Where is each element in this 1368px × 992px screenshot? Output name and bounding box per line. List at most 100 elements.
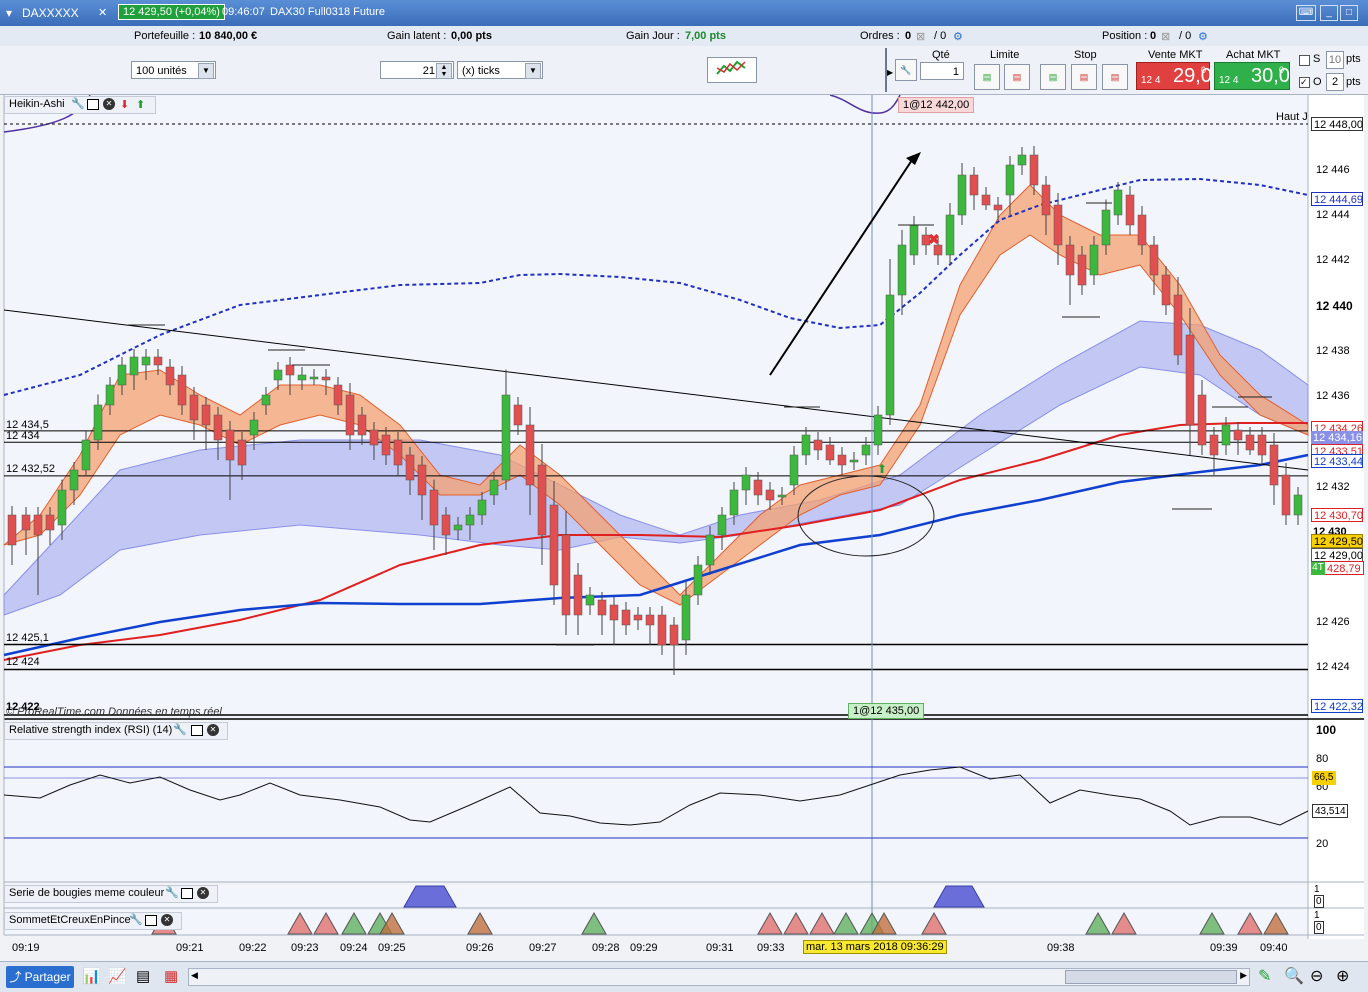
candle-body	[825, 444, 835, 461]
qty-input[interactable]: 1	[920, 62, 964, 80]
collapse-arrow-icon[interactable]: ▶	[887, 68, 894, 77]
zoom-fit-icon[interactable]: 🔍	[1284, 968, 1304, 985]
chevron-down-icon[interactable]: ▼	[198, 63, 214, 79]
instrument-name[interactable]: DAXXXXX	[22, 6, 79, 20]
time-label: 09:29	[630, 942, 658, 954]
maximize-icon[interactable]: □	[1340, 5, 1358, 21]
candle-body	[33, 514, 43, 536]
s-pts-unit: pts	[1346, 53, 1361, 65]
ind2-signal	[783, 911, 809, 935]
limit-buy-button[interactable]: ▤	[974, 64, 1000, 90]
ind2-signal	[379, 911, 405, 935]
candle-body	[1053, 204, 1063, 246]
list-icon[interactable]: ▤	[136, 968, 151, 985]
candle-body	[789, 454, 799, 486]
wrench-icon[interactable]: 🔧	[895, 59, 917, 81]
orders-settings-icon[interactable]: ⚙	[953, 31, 963, 43]
share-button[interactable]: ⤴ Partager	[6, 966, 74, 988]
window-title-bar: ▾ DAXXXXX ✕ 12 429,50 (+0,04%) 09:46:07 …	[0, 0, 1368, 26]
window-icon[interactable]	[191, 725, 203, 736]
buy-arrow-icon[interactable]: ⬆	[136, 99, 146, 111]
candle-body	[573, 574, 583, 616]
keyboard-icon[interactable]: ⌨	[1296, 5, 1316, 21]
rsi-tick: 80	[1316, 753, 1329, 765]
ind2-signal	[341, 911, 367, 935]
price-tag-dotted: 12 444,69	[1311, 192, 1363, 206]
scrollbar-thumb[interactable]	[1065, 970, 1237, 984]
limit-label: Limite	[990, 49, 1020, 61]
order-tag-bottom[interactable]: 1@12 435,00	[848, 703, 925, 719]
units-select[interactable]: 100 unités ▼	[131, 61, 216, 79]
candle-body	[261, 394, 271, 406]
price-tick: 12 442	[1316, 254, 1350, 266]
close-tab-icon[interactable]: ✕	[98, 7, 108, 19]
level-label: 12 425,1	[6, 632, 49, 644]
limit-sell-button[interactable]: ▤	[1004, 64, 1030, 90]
candle-body	[117, 364, 127, 386]
buy-market-button[interactable]: 12 4 30,0 0	[1214, 62, 1290, 90]
zoom-in-icon[interactable]: ⊕	[1336, 968, 1350, 985]
wrench-icon[interactable]: 🔧	[71, 98, 85, 110]
cross-marker: ✖	[928, 231, 940, 247]
sell-arrow-icon[interactable]: ⬇	[120, 99, 130, 111]
menu-chevron-icon[interactable]: ▾	[6, 6, 13, 20]
scroll-left-icon[interactable]: ◀	[191, 970, 198, 980]
wrench-icon[interactable]: 🔧	[173, 724, 187, 736]
chevron-down-icon[interactable]: ▼	[525, 63, 541, 79]
ind2-background	[4, 910, 1308, 934]
order-tag-top[interactable]: 1@12 442,00	[898, 97, 975, 113]
level-label: 12 424	[6, 656, 40, 668]
candle-body	[357, 414, 367, 436]
minimize-icon[interactable]: _	[1320, 5, 1338, 21]
orders-cancel-icon[interactable]: ⊠	[916, 31, 926, 43]
window-icon[interactable]	[87, 99, 99, 110]
ticks-stepper[interactable]: 21 ▲ ▼	[380, 61, 454, 79]
close-icon[interactable]: ✕	[197, 887, 209, 899]
ind2-signal	[757, 911, 783, 935]
o-pts-input[interactable]: 2	[1326, 73, 1344, 91]
close-icon[interactable]: ✕	[103, 98, 115, 110]
time-label: 09:40	[1260, 942, 1288, 954]
close-icon[interactable]: ✕	[161, 914, 173, 926]
position-settings-icon[interactable]: ⚙	[1198, 31, 1208, 43]
chart-type-icon	[716, 60, 746, 75]
grid-icon[interactable]: ▦	[164, 968, 179, 985]
ticks-unit-select[interactable]: (x) ticks ▼	[457, 61, 543, 79]
candle-body	[765, 489, 775, 501]
zoom-out-icon[interactable]: ⊖	[1310, 968, 1324, 985]
heikin-ashi-panel-label[interactable]: Heikin-Ashi 🔧 ✕ ⬇ ⬆	[4, 96, 156, 114]
s-checkbox[interactable]	[1299, 55, 1310, 66]
stop-buy-button[interactable]: ▤	[1040, 64, 1066, 90]
draw-tool-icon[interactable]: ✎	[1258, 968, 1272, 985]
stop-sell-button[interactable]: ▤	[1071, 64, 1097, 90]
candle-body	[345, 394, 355, 436]
sommet-panel-label[interactable]: SommetEtCreuxEnPince 🔧 ✕	[4, 912, 182, 930]
stop-limit-button[interactable]: ▤	[1102, 64, 1128, 90]
horizontal-scrollbar[interactable]: ◀ ▶	[188, 968, 1250, 986]
horizontal-levels	[3, 95, 1309, 935]
chart-type-button[interactable]	[707, 57, 757, 83]
window-icon[interactable]	[145, 915, 157, 926]
sell-market-button[interactable]: 12 4 29,0 0	[1136, 62, 1212, 90]
o-checkbox[interactable]: ✓	[1299, 77, 1310, 88]
o-pts-unit: pts	[1346, 76, 1361, 88]
wrench-icon[interactable]: 🔧	[129, 914, 143, 926]
candle-body	[405, 454, 415, 481]
window-icon[interactable]	[181, 888, 193, 899]
price-tag-high: 12 448,00	[1311, 117, 1363, 131]
time-label: 09:23	[291, 942, 319, 954]
candles-icon[interactable]: 📈	[108, 968, 127, 985]
stepper-arrows-icon[interactable]: ▲ ▼	[436, 63, 452, 79]
serie-panel-label[interactable]: Serie de bougies meme couleur 🔧 ✕	[4, 885, 218, 903]
wrench-icon[interactable]: 🔧	[165, 887, 179, 899]
s-pts-input[interactable]: 10	[1326, 51, 1344, 69]
rsi-panel-label[interactable]: Relative strength index (RSI) (14) 🔧 ✕	[4, 722, 228, 740]
position-cancel-icon[interactable]: ⊠	[1161, 31, 1171, 43]
add-chart-icon[interactable]: 📊	[82, 968, 101, 985]
close-icon[interactable]: ✕	[207, 724, 219, 736]
stop-label: Stop	[1074, 49, 1097, 61]
chart-area[interactable]: ✖⬆	[0, 95, 1368, 961]
scroll-right-icon[interactable]: ▶	[1240, 970, 1247, 980]
candle-body	[585, 594, 595, 606]
price-tag-red: 428,79	[1324, 561, 1364, 575]
